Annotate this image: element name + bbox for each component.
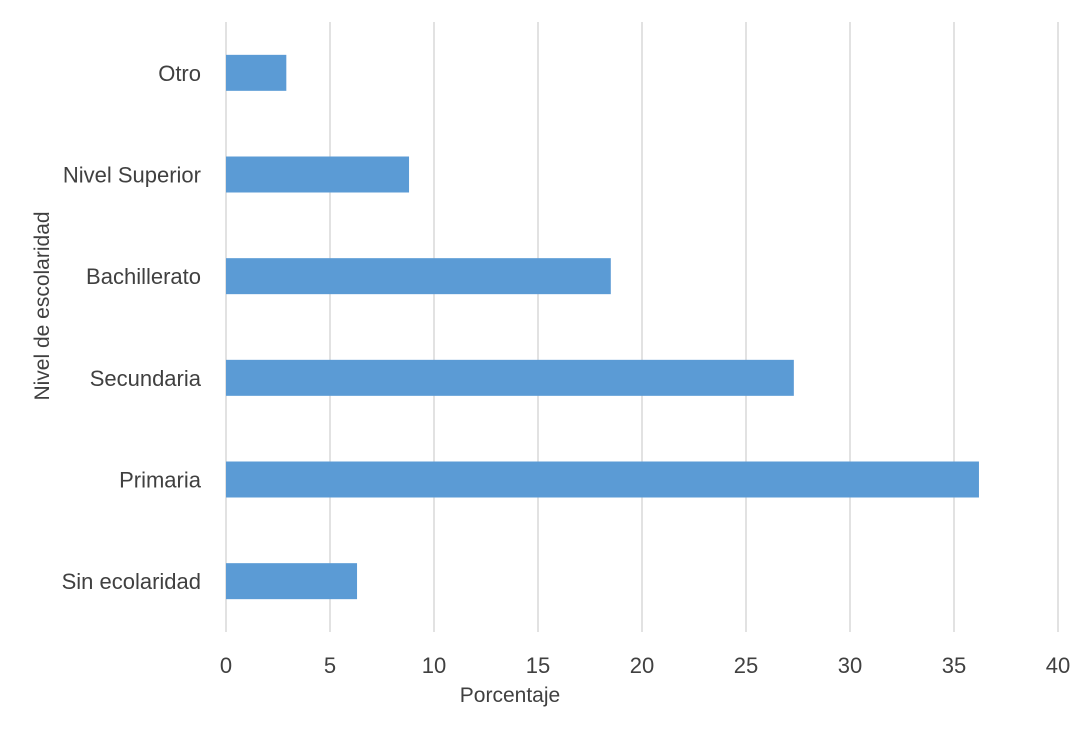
x-tick-labels: 0 5 10 15 20 25 30 35 40 (220, 653, 1070, 678)
bar (226, 563, 358, 600)
x-tick-label: 25 (734, 653, 758, 678)
category-label: Secundaria (90, 366, 202, 391)
bars (226, 54, 979, 600)
x-tick-label: 10 (422, 653, 446, 678)
category-label: Sin ecolaridad (62, 569, 201, 594)
bar (226, 54, 287, 91)
x-tick-label: 15 (526, 653, 550, 678)
x-axis-title: Porcentaje (460, 684, 560, 707)
gridlines (225, 22, 1059, 632)
bar (226, 258, 611, 295)
category-labels: Otro Nivel Superior Bachillerato Secundaria… (62, 61, 202, 594)
category-label: Nivel Superior (63, 163, 201, 188)
x-tick-label: 0 (220, 653, 232, 678)
bar (226, 156, 410, 193)
x-tick-label: 30 (838, 653, 862, 678)
bar (226, 359, 794, 396)
y-axis-title: Nivel de escolaridad (31, 211, 54, 400)
bar (226, 461, 979, 498)
category-label: Primaria (119, 468, 202, 493)
x-tick-label: 20 (630, 653, 654, 678)
x-tick-label: 40 (1046, 653, 1070, 678)
x-tick-label: 5 (324, 653, 336, 678)
category-label: Bachillerato (86, 264, 201, 289)
category-label: Otro (158, 61, 201, 86)
x-tick-label: 35 (942, 653, 966, 678)
